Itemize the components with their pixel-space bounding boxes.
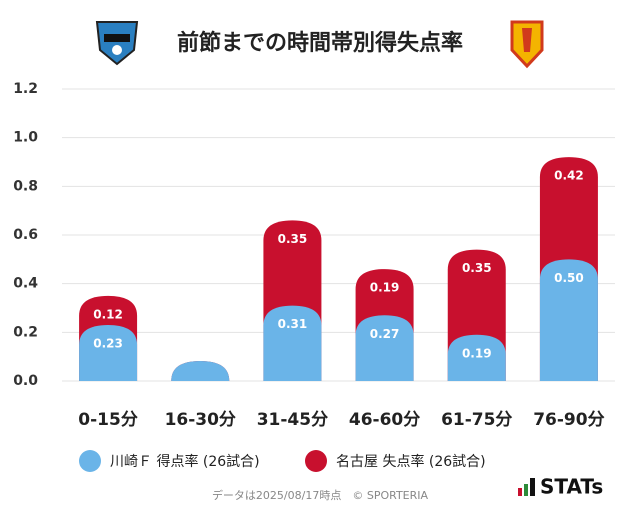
x-tick-label: 16-30分 — [165, 410, 236, 430]
y-tick-label: 0.0 — [13, 373, 38, 389]
y-tick-label: 1.0 — [13, 130, 38, 146]
bar — [79, 325, 138, 381]
legend-label: 川崎Ｆ 得点率 (26試合) — [110, 453, 260, 470]
value-label: 0.31 — [278, 317, 308, 331]
value-label: 0.19 — [462, 346, 492, 360]
x-tick-label: 0-15分 — [78, 410, 138, 430]
value-label: 0.27 — [370, 327, 400, 341]
home-logo — [95, 21, 139, 66]
y-tick-label: 0.8 — [13, 178, 38, 194]
legend-label: 名古屋 失点率 (26試合) — [336, 453, 486, 470]
bar — [355, 315, 414, 381]
value-label: 0.35 — [278, 232, 308, 246]
brand: STATs — [540, 475, 603, 499]
bar — [447, 334, 506, 381]
value-label: 0.42 — [554, 169, 584, 183]
x-tick-label: 31-45分 — [257, 410, 328, 430]
legend-marker — [305, 450, 327, 472]
value-label: 0.12 — [93, 307, 123, 321]
y-tick-label: 0.4 — [13, 276, 38, 292]
y-tick-label: 0.2 — [13, 324, 38, 340]
x-tick-label: 46-60分 — [349, 410, 420, 430]
y-tick-label: 0.6 — [13, 227, 38, 243]
footer: データは2025/08/17時点 © SPORTERIA — [212, 488, 429, 502]
bar — [171, 361, 230, 381]
away-logo — [510, 20, 544, 69]
value-label: 0.35 — [462, 261, 492, 275]
value-label: 0.50 — [554, 271, 584, 285]
bar — [263, 305, 322, 381]
value-label: 0.19 — [370, 281, 400, 295]
legend-marker — [79, 450, 101, 472]
y-tick-label: 1.2 — [13, 81, 38, 97]
value-label: 0.23 — [93, 337, 123, 351]
x-tick-label: 61-75分 — [441, 410, 512, 430]
chart-title: 前節までの時間帯別得失点率 — [177, 30, 463, 56]
bar — [539, 259, 598, 381]
brand-logo — [518, 478, 535, 496]
x-tick-label: 76-90分 — [533, 410, 604, 430]
